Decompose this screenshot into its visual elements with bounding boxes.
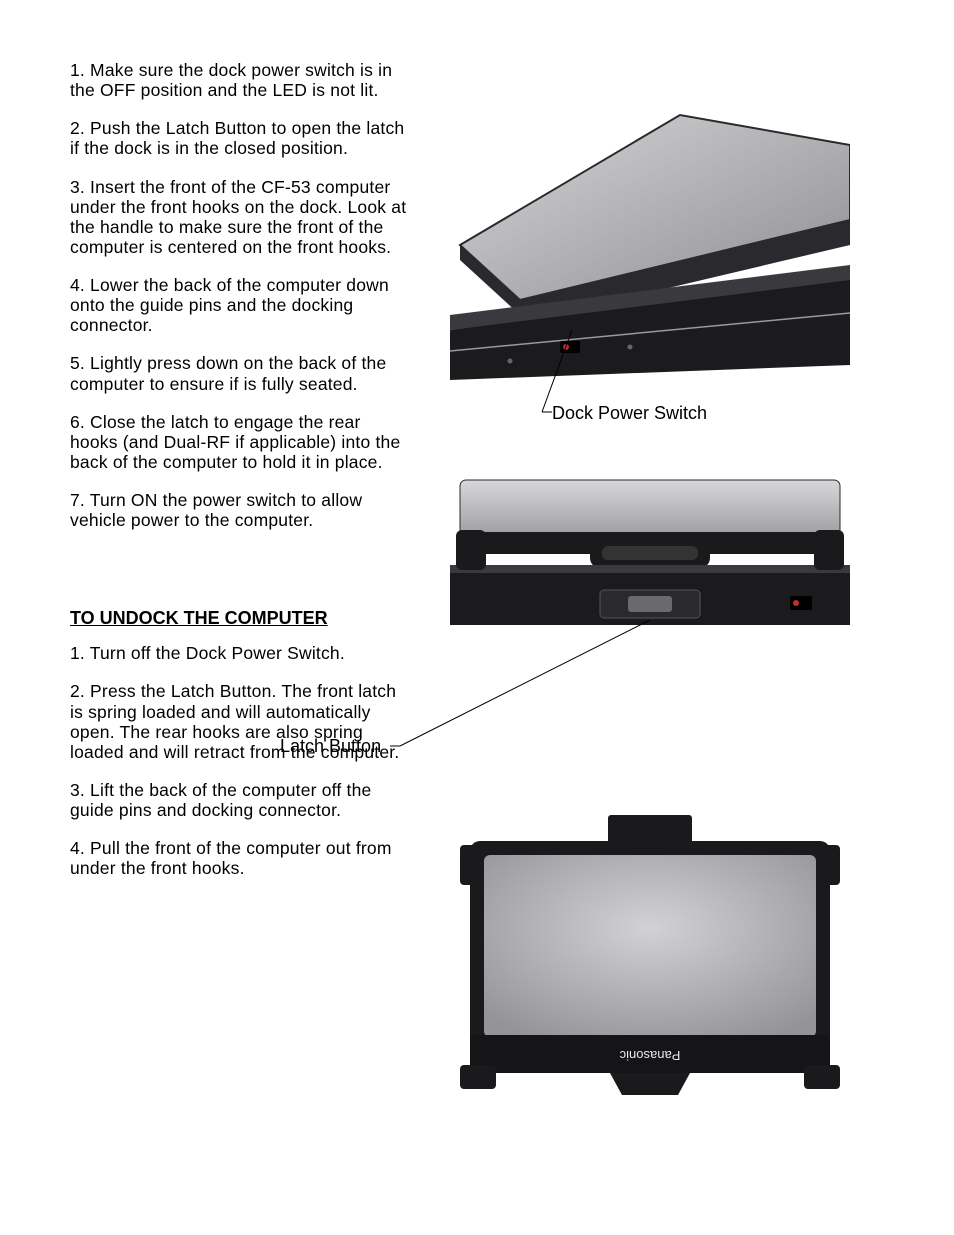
- dock-step-6: 6. Close the latch to engage the rear ho…: [70, 412, 410, 472]
- dock-step-3: 3. Insert the front of the CF-53 compute…: [70, 177, 410, 258]
- section-undock: TO UNDOCK THE COMPUTER 1. Turn off the D…: [70, 608, 894, 896]
- undock-step-4: 4. Pull the front of the computer out fr…: [70, 838, 410, 878]
- undock-step-1: 1. Turn off the Dock Power Switch.: [70, 643, 410, 663]
- dock-steps-column: 1. Make sure the dock power switch is in…: [70, 60, 410, 548]
- dock-step-2: 2. Push the Latch Button to open the lat…: [70, 118, 410, 158]
- figures-column: Dock Power Switch: [450, 60, 894, 548]
- figure-dock-power-switch: [450, 105, 850, 380]
- section-dock: 1. Make sure the dock power switch is in…: [70, 60, 894, 548]
- callout-latch-button: Latch Button: [280, 736, 381, 757]
- callout-dock-power-switch: Dock Power Switch: [552, 403, 707, 424]
- dock-step-4: 4. Lower the back of the computer down o…: [70, 275, 410, 335]
- brand-text: Panasonic: [619, 1048, 680, 1063]
- undock-step-3: 3. Lift the back of the computer off the…: [70, 780, 410, 820]
- undock-heading: TO UNDOCK THE COMPUTER: [70, 608, 410, 629]
- undock-figure-column: [450, 608, 894, 896]
- dock-step-7: 7. Turn ON the power switch to allow veh…: [70, 490, 410, 530]
- dock-step-5: 5. Lightly press down on the back of the…: [70, 353, 410, 393]
- dock-step-1: 1. Make sure the dock power switch is in…: [70, 60, 410, 100]
- page: 1. Make sure the dock power switch is in…: [0, 0, 954, 1235]
